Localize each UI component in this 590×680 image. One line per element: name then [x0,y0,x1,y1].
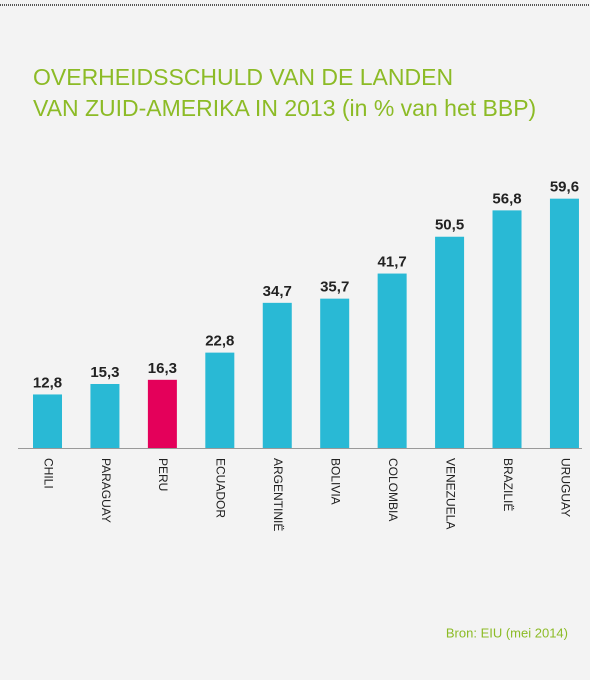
x-tick-label: COLOMBIA [386,458,400,521]
x-tick-label: CHILI [41,458,55,489]
chart-title: VAN ZUID-AMERIKA IN 2013 (in % van het B… [33,95,536,121]
x-tick-label: ARGENTINIË [271,458,285,531]
bar [205,352,235,448]
bar [320,298,350,448]
x-tick-label: BRAZILIË [501,458,515,511]
value-label: 12,8 [33,374,62,391]
x-tick-label: URUGUAY [558,458,572,517]
value-label: 22,8 [205,333,234,350]
value-label: 50,5 [435,217,464,234]
x-tick-label: PERU [156,458,170,491]
bar [262,302,292,448]
bar [549,198,579,448]
bar [90,383,120,448]
value-label: 16,3 [148,360,177,377]
x-tick-label: BOLIVIA [329,458,343,505]
bar [492,210,522,448]
value-label: 34,7 [263,283,292,300]
x-tick-label: PARAGUAY [99,458,113,523]
bar [147,379,177,448]
value-label: 15,3 [90,364,119,381]
source: Bron: EIU (mei 2014) [446,625,568,640]
chart-title: OVERHEIDSSCHULD VAN DE LANDEN [33,64,453,90]
value-label: 35,7 [320,279,349,296]
bar [377,273,407,448]
value-label: 59,6 [550,179,579,196]
bar [435,236,465,448]
value-label: 56,8 [492,190,521,207]
value-label: 41,7 [378,254,407,271]
x-tick-label: ECUADOR [214,458,228,518]
bar [33,394,62,448]
x-tick-label: VENEZUELA [443,458,457,529]
